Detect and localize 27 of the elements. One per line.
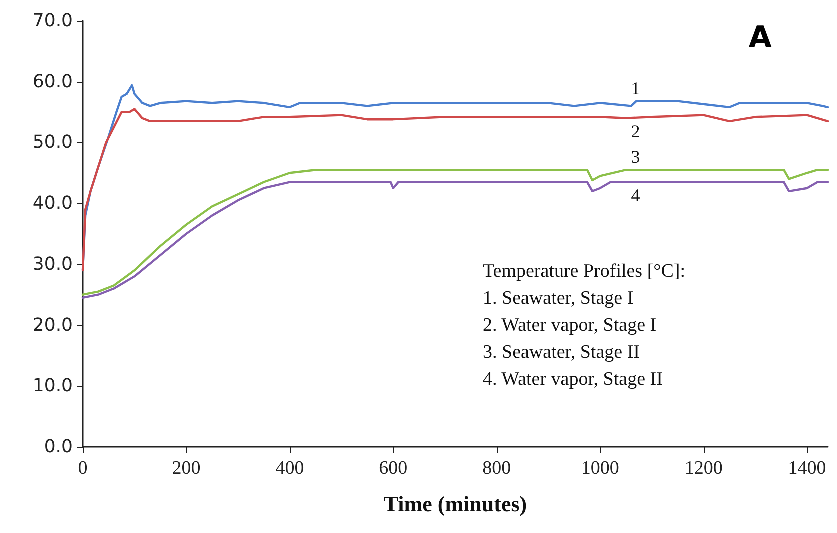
y-tick-label: 0.0 [44,436,73,458]
annotation: 3. Seawater, Stage II [483,342,640,363]
x-tick-label: 200 [172,458,201,479]
series-label: 4 [631,185,640,206]
series-label: 1 [631,78,640,98]
y-tick-label: 40.0 [32,193,73,214]
x-tick-label: 1200 [684,458,723,479]
annotation: Temperature Profiles [°C]: [483,261,686,282]
x-axis-title: Time (minutes) [384,492,528,516]
y-tick-label: 60.0 [32,71,73,92]
series-label: 3 [631,147,640,168]
annotation: 2. Water vapor, Stage I [483,315,657,336]
x-tick-label: 400 [276,458,304,479]
y-tick-label: 50.0 [32,132,73,154]
y-tick-label: 70.0 [32,10,73,32]
x-tick-label: 800 [482,458,512,479]
chart-title: A [748,20,773,56]
x-tick-label: 1000 [581,458,620,479]
y-tick-label: 10.0 [32,376,73,397]
annotation: 1. Seawater, Stage I [483,288,634,309]
x-tick-label: 0 [78,458,88,479]
annotation: 4. Water vapor, Stage II [483,369,663,390]
x-tick-label: 1400 [788,458,826,479]
series-label: 2 [631,121,640,142]
y-tick-label: 30.0 [32,254,73,275]
x-tick-label: 600 [379,458,408,479]
y-tick-label: 20.0 [32,314,73,336]
